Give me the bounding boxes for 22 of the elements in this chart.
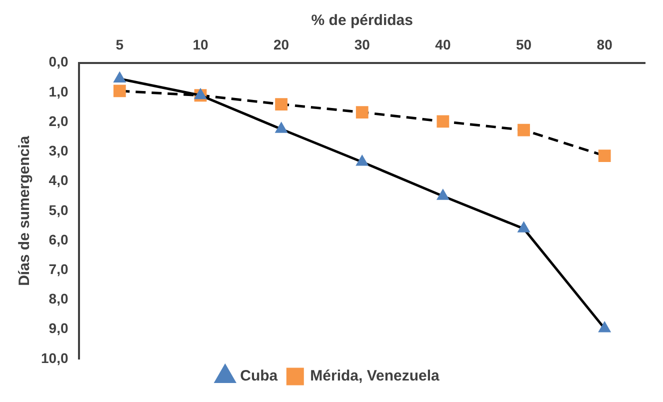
x-tick-label: 30: [354, 36, 370, 52]
legend-label: Mérida, Venezuela: [310, 368, 440, 385]
y-tick-label: 10,0: [41, 350, 68, 366]
x-tick-label: 50: [516, 36, 532, 52]
y-tick-label: 4,0: [48, 172, 68, 188]
legend-label: Cuba: [240, 368, 278, 385]
y-tick-label: 8,0: [48, 290, 68, 307]
y-tick-label: 1,0: [48, 83, 68, 100]
x-tick-label: 40: [435, 36, 451, 52]
y-tick-label: 7,0: [48, 261, 68, 277]
x-tick-label: 20: [274, 36, 290, 52]
x-axis-title: % de pérdidas: [311, 12, 413, 30]
x-tick-label: 5: [116, 36, 124, 52]
y-tick-label: 2,0: [48, 112, 68, 129]
x-tick-label: 10: [192, 36, 208, 52]
y-axis-title: Días de sumergencia: [16, 135, 34, 286]
y-tick-label: 9,0: [48, 320, 68, 336]
y-tick-label: 6,0: [48, 231, 68, 248]
y-tick-label: 5,0: [48, 202, 68, 218]
y-tick-label: 0,0: [48, 54, 68, 70]
y-tick-label: 3,0: [48, 142, 68, 159]
x-tick-label: 80: [596, 36, 613, 52]
